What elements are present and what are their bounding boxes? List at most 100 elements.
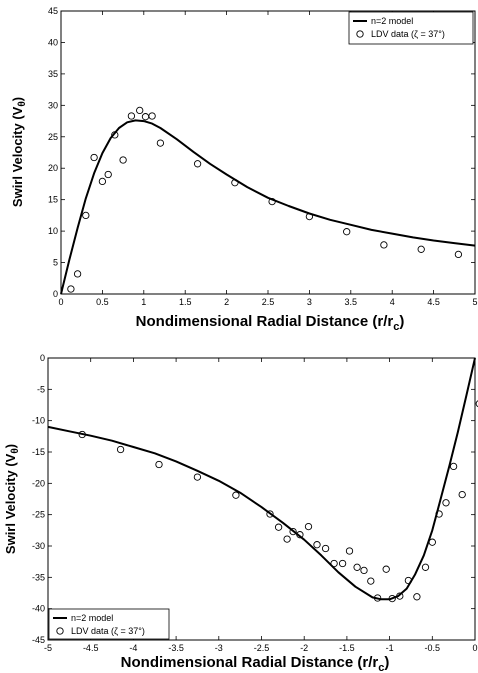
y-axis-label: Swirl Velocity (Vθ) [10, 97, 28, 207]
x-tick-label: -2 [300, 643, 308, 653]
legend-entry-ldv: LDV data (ζ = 37°) [71, 626, 145, 636]
ldv-data-point [78, 430, 86, 439]
ldv-data-point [421, 563, 430, 571]
x-axis-label: Nondimensional Radial Distance (r/rc) [136, 313, 405, 333]
ldv-data-point [119, 156, 127, 164]
x-tick-label: -2.5 [254, 643, 270, 653]
legend: n=2 model LDV data (ζ = 37°) [48, 608, 170, 640]
ldv-data-point [330, 559, 338, 568]
x-tick-label: 1.5 [179, 297, 192, 307]
ldv-data-point [313, 541, 321, 549]
x-tick-label: 0 [472, 643, 477, 653]
swirl-velocity-chart-negative: -5 -4.5 -4 -3.5 -3 -2.5 -2 -1.5 -1 -0.5 0 -45 -40 -35… [3, 353, 478, 673]
ldv-data-point [360, 566, 368, 575]
ldv-data-point [367, 577, 375, 585]
y-axis-label-subscript: θ [10, 448, 21, 453]
ldv-data-point [338, 559, 347, 568]
y-tick-label: 15 [48, 195, 58, 205]
y-tick-label: -30 [32, 541, 45, 551]
y-tick-label: -10 [32, 416, 45, 426]
y-tick-label: 45 [48, 6, 58, 16]
ldv-data-point [289, 527, 297, 536]
ldv-data-point [449, 462, 458, 471]
x-tick-label: -0.5 [425, 643, 441, 653]
legend-entry-model: n=2 model [71, 613, 113, 623]
x-tick-label: -5 [44, 643, 52, 653]
ldv-data-point [296, 531, 304, 539]
plot-frame [60, 10, 476, 295]
ldv-data-point [413, 593, 421, 601]
ldv-data-point [266, 510, 274, 518]
chart-marks [60, 106, 476, 295]
y-axis-label-end: ) [10, 97, 25, 101]
x-tick-label: 0 [58, 297, 63, 307]
ldv-data-point [127, 112, 136, 120]
y-tick-label: -45 [32, 635, 45, 645]
legend-entry-ldv: LDV data (ζ = 37°) [371, 29, 445, 39]
y-tick-label: -35 [32, 572, 45, 582]
x-tick-label: 2 [224, 297, 229, 307]
ldv-data-point [458, 490, 466, 499]
x-axis-label-main: Nondimensional Radial Distance (r/r [121, 654, 379, 671]
ldv-data-point [274, 523, 283, 531]
ldv-data-point [98, 177, 107, 186]
y-axis-label: Swirl Velocity (Vθ) [3, 444, 21, 554]
ldv-data-point [155, 460, 163, 469]
ldv-data-point [435, 510, 443, 518]
x-tick-label: -3 [215, 643, 223, 653]
y-tick-label: 35 [48, 69, 58, 79]
y-tick-label: -15 [32, 447, 45, 457]
x-tick-label: 5 [472, 297, 477, 307]
y-tick-label: -40 [32, 604, 45, 614]
ldv-data-point [67, 285, 75, 293]
y-tick-label: 5 [53, 258, 58, 268]
ldv-data-point [156, 139, 165, 147]
ldv-data-point [73, 270, 82, 278]
ldv-data-point [90, 153, 98, 162]
legend-box [348, 11, 474, 45]
ldv-data-point [380, 241, 388, 249]
x-axis-label-main: Nondimensional Radial Distance (r/r [136, 313, 394, 330]
ldv-data-point [136, 106, 144, 115]
x-tick-label: -1.5 [339, 643, 355, 653]
legend-entry-model: n=2 model [371, 16, 413, 26]
legend-box [48, 608, 170, 640]
ldv-data-point [305, 212, 314, 221]
ldv-data-point [404, 576, 413, 585]
ldv-data-point [345, 547, 354, 555]
ldv-data-point [382, 565, 390, 573]
ldv-data-point [373, 594, 382, 602]
ldv-data-point [232, 491, 240, 499]
ldv-data-point [268, 197, 276, 206]
ldv-data-point [353, 563, 361, 571]
ldv-data-point [141, 113, 150, 121]
y-tick-label: 30 [48, 100, 58, 110]
y-tick-label: 10 [48, 226, 58, 236]
y-tick-label: 0 [53, 289, 58, 299]
axis-ticks: -5 -4.5 -4 -3.5 -3 -2.5 -2 -1.5 -1 -0.5 0 -45 -40 -35… [32, 353, 478, 653]
chart-marks [47, 357, 478, 603]
y-axis-label-main: Swirl Velocity (V [3, 453, 18, 554]
ldv-data-point [396, 592, 404, 600]
x-axis-label-subscript: c [393, 321, 399, 333]
y-tick-label: 20 [48, 163, 58, 173]
model-curve [47, 357, 476, 601]
swirl-velocity-chart-positive: 0 0.5 1 1.5 2 2.5 3 3.5 4 4.5 5051015202530354045 … [10, 6, 478, 333]
ldv-data-point [231, 179, 239, 187]
x-tick-label: -1 [386, 643, 394, 653]
legend: n=2 model LDV data (ζ = 37°) [348, 11, 474, 45]
model-curve [60, 119, 476, 295]
y-axis-label-subscript: θ [17, 101, 28, 106]
x-axis-label-end: ) [399, 313, 404, 330]
ldv-data-point [193, 473, 202, 481]
ldv-data-point [116, 445, 125, 454]
y-axis-label-main: Swirl Velocity (V [10, 106, 25, 207]
x-tick-label: -3.5 [168, 643, 184, 653]
ldv-data-point [193, 160, 202, 168]
ldv-data-point [104, 170, 112, 179]
y-tick-label: -20 [32, 478, 45, 488]
y-tick-label: -5 [37, 384, 45, 394]
legend-marker-swatch [356, 30, 364, 38]
ldv-data-point [82, 211, 90, 220]
